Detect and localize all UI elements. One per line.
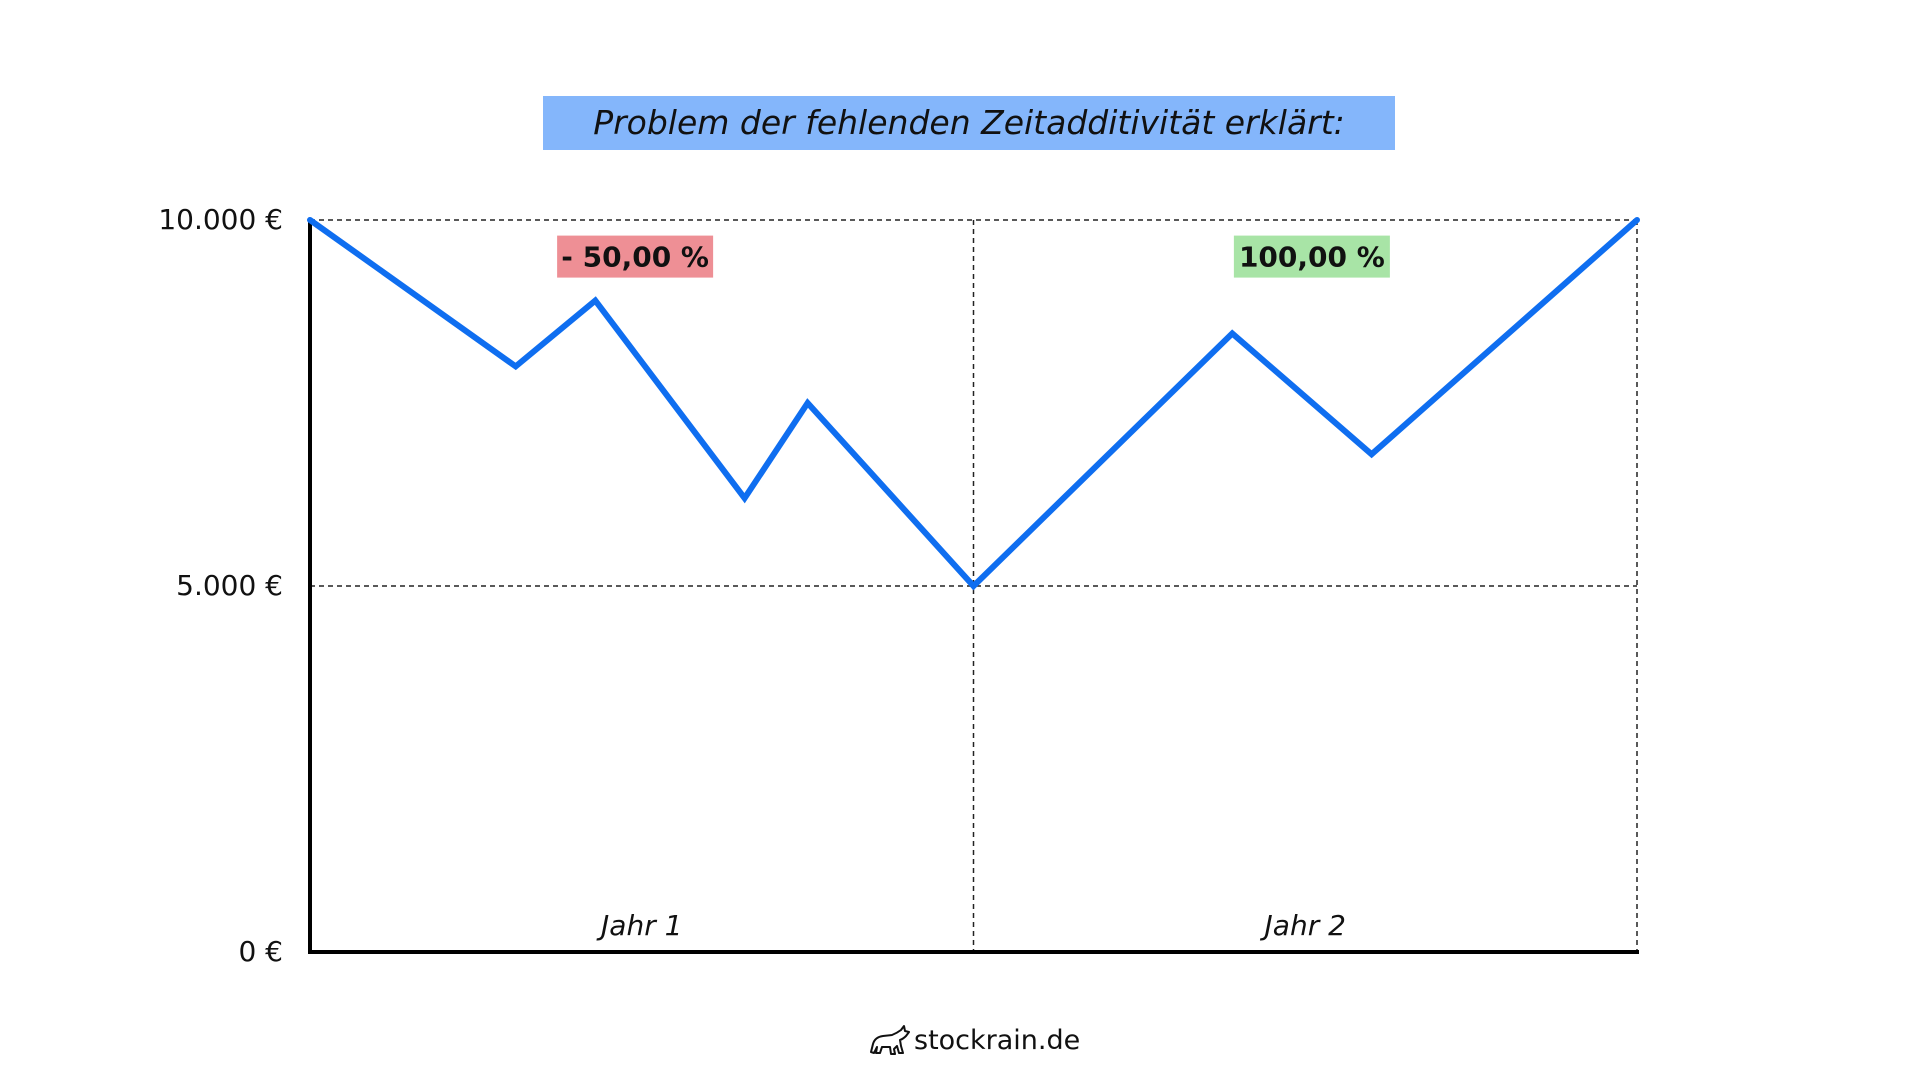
chart-title-box: Problem der fehlenden Zeitadditivität er… (543, 96, 1395, 150)
logo-text: stockrain.de (914, 1024, 1081, 1056)
y-tick-label-0: 0 € (238, 935, 283, 968)
x-section-label-1: Jahr 2 (1260, 909, 1346, 942)
annotation-box-1 (1233, 235, 1390, 278)
data-point-0-0 (307, 217, 313, 223)
x-section-label-0: Jahr 1 (596, 909, 682, 942)
data-point-0-6 (1229, 330, 1235, 336)
data-point-0-5 (971, 583, 976, 589)
annotation-label-0: - 50,00 % (561, 241, 709, 274)
data-point-0-4 (805, 400, 811, 406)
data-point-0-2 (592, 298, 598, 304)
bull-icon (870, 1025, 910, 1055)
y-tick-label-2: 10.000 € (158, 203, 283, 236)
chart-title: Problem der fehlenden Zeitadditivität er… (593, 103, 1345, 142)
y-tick-label-1: 5.000 € (176, 569, 283, 602)
data-point-0-1 (513, 363, 519, 369)
annotation-box-0 (557, 235, 714, 278)
annotation-label-1: 100,00 % (1239, 241, 1385, 274)
data-point-0-7 (1369, 451, 1375, 457)
data-point-0-3 (742, 495, 748, 501)
footer-logo: stockrain.de (868, 1020, 1080, 1060)
data-point-0-8 (1634, 217, 1640, 223)
